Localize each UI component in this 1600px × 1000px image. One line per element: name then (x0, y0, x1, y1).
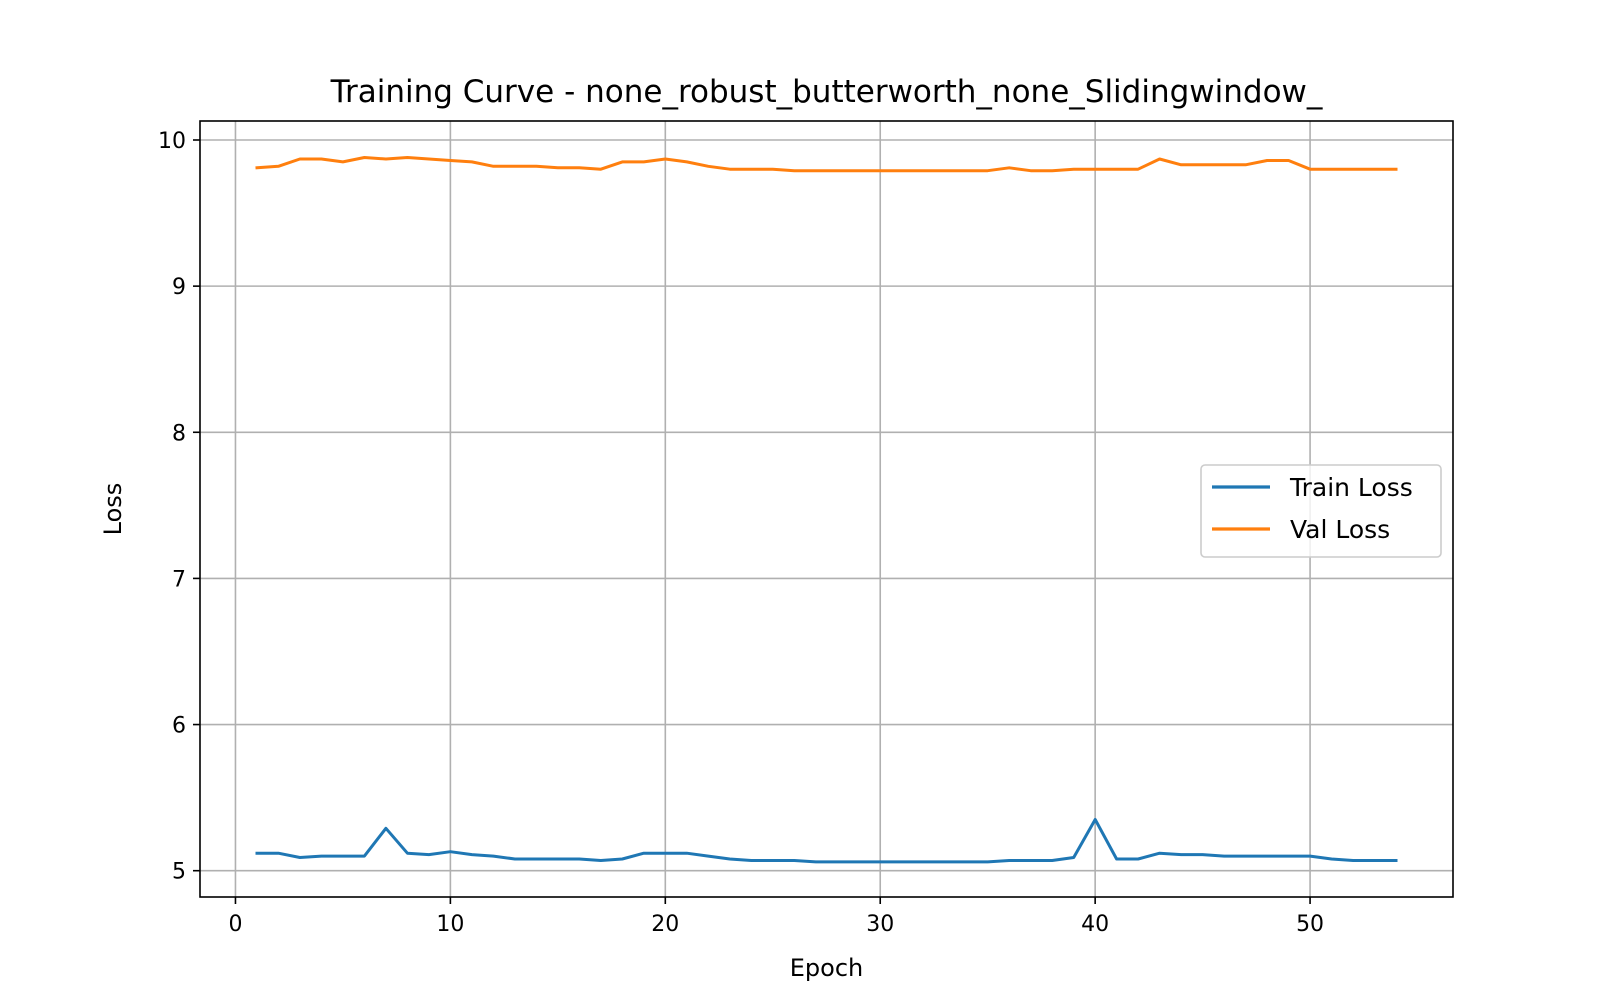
y-tick-label: 6 (172, 714, 186, 739)
tick-layer: 0 10 20 30 40 50 5 6 7 8 9 10 (158, 129, 1324, 937)
x-tick-label: 40 (1081, 912, 1109, 937)
series-line-train-loss (255, 818, 1398, 864)
y-tick-label: 7 (172, 567, 186, 592)
y-tick-label: 5 (172, 860, 186, 885)
x-tick-label: 0 (228, 912, 242, 937)
y-tick-label: 8 (172, 421, 186, 446)
series-line-val-loss (255, 156, 1398, 173)
y-axis-label: Loss (99, 483, 127, 536)
y-tick-label: 9 (172, 275, 186, 300)
legend-label-train-loss: Train Loss (1289, 473, 1413, 502)
y-tick-label: 10 (158, 129, 186, 154)
x-tick-label: 20 (651, 912, 679, 937)
series-layer (255, 156, 1398, 864)
chart-title: Training Curve - none_robust_butterworth… (330, 74, 1323, 110)
x-tick-label: 10 (436, 912, 464, 937)
x-tick-label: 50 (1296, 912, 1324, 937)
x-tick-label: 30 (866, 912, 894, 937)
x-axis-label: Epoch (790, 954, 864, 982)
legend: Train Loss Val Loss (1200, 464, 1442, 558)
legend-label-val-loss: Val Loss (1290, 515, 1390, 544)
plot-frame (199, 120, 1454, 898)
